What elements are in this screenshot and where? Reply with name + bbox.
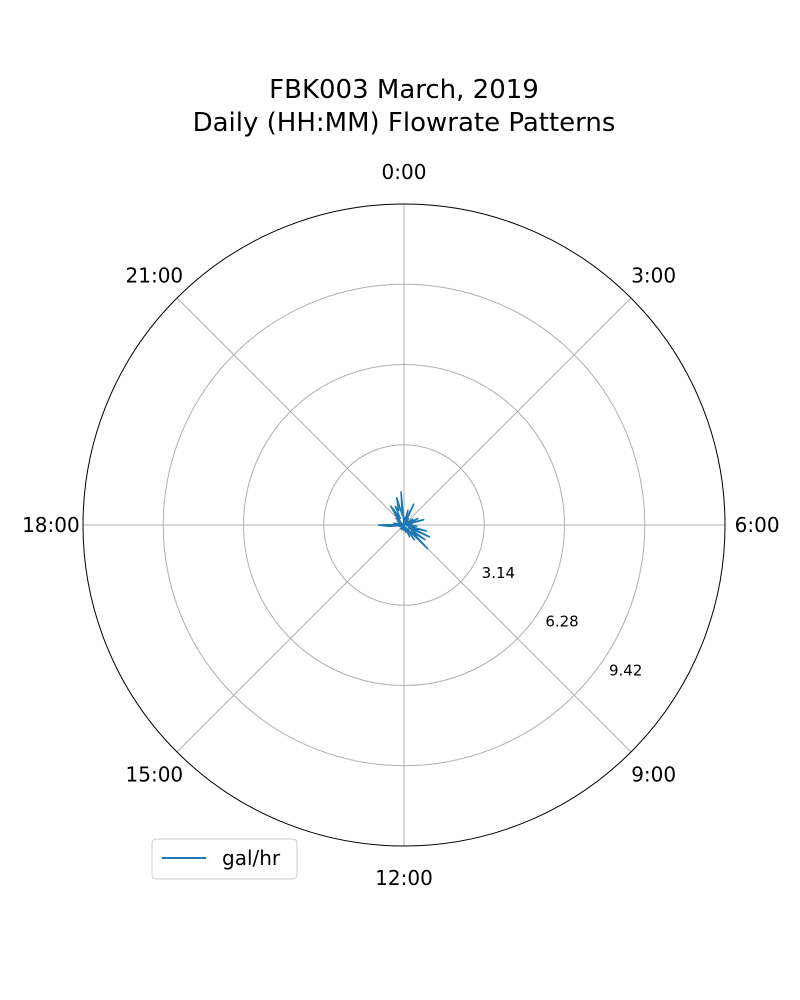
radial-tick-label: 3.14 (482, 564, 515, 582)
theta-tick-label: 9:00 (631, 763, 676, 787)
theta-tick-label: 18:00 (22, 513, 80, 537)
theta-tick-label: 3:00 (631, 263, 676, 287)
theta-tick-labels: 0:00 3:00 6:00 9:00 12:00 15:00 18:00 21:00 (22, 160, 779, 890)
theta-tick-label: 0:00 (382, 160, 427, 184)
legend-box (151, 838, 298, 880)
theta-tick-label: 21:00 (126, 263, 184, 287)
radial-gridline (162, 283, 646, 767)
legend-label-gal-hr: gal/hr (222, 846, 281, 870)
radial-tick-label: 9.42 (609, 662, 642, 680)
legend: gal/hr (151, 838, 298, 880)
chart-title-line-1: FBK003 March, 2019 (269, 75, 539, 105)
series-layer (377, 491, 431, 550)
radial-gridline (323, 444, 485, 606)
theta-tick-label: 12:00 (375, 866, 433, 890)
radial-gridline (243, 364, 565, 686)
chart-title-line-2: Daily (HH:MM) Flowrate Patterns (193, 108, 616, 138)
radial-tick-label: 6.28 (545, 613, 578, 631)
radial-tick-labels: 3.14 6.28 9.42 (482, 564, 643, 680)
polar-frame (82, 203, 726, 847)
theta-tick-label: 15:00 (126, 763, 184, 787)
polar-grid (82, 203, 726, 847)
series-line-gal-hr (377, 491, 431, 550)
theta-tick-label: 6:00 (735, 513, 780, 537)
